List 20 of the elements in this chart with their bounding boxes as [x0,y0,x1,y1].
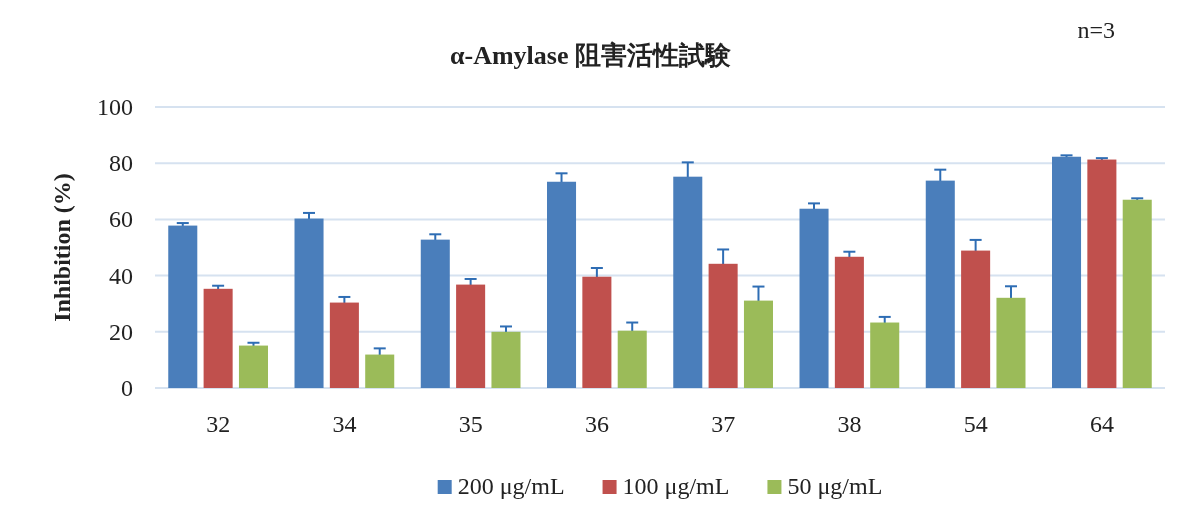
y-tick-label: 60 [109,206,133,233]
x-tick-label: 64 [1089,411,1114,437]
x-tick-label: 32 [206,411,231,437]
y-tick-label: 40 [109,262,133,289]
legend-label: 50 μg/mL [787,473,883,499]
chart-title: α-Amylase 阻害活性試験 [450,41,732,70]
x-tick-label: 38 [837,411,862,437]
legend-label: 200 μg/mL [457,473,565,499]
y-tick-label: 100 [97,94,133,120]
text: n=3 [1077,17,1115,43]
legend-label: 100 μg/mL [622,473,730,499]
y-tick-label: 80 [109,150,133,177]
y-tick-label: 20 [109,318,133,345]
x-tick-label: 34 [332,411,357,437]
x-tick-label: 54 [963,411,988,437]
x-tick-label: 35 [458,411,483,437]
y-axis-title: Inhibition (%) [49,173,75,322]
x-tick-label: 37 [711,411,736,437]
x-tick-label: 36 [584,411,609,437]
y-tick-label: 0 [121,375,133,401]
